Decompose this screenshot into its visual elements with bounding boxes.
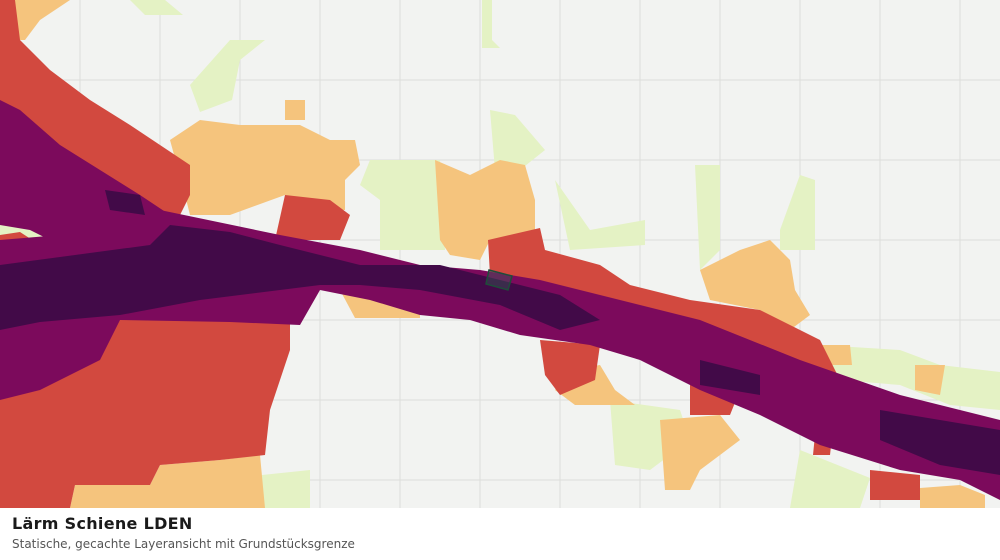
zone [70, 455, 265, 508]
map-title: Lärm Schiene LDEN [12, 514, 193, 533]
zone [870, 470, 920, 500]
zone-orange [15, 0, 985, 508]
zone [540, 340, 600, 395]
parcel-boundary [485, 269, 513, 291]
zone [360, 160, 445, 250]
zone [780, 175, 815, 250]
zone [920, 485, 985, 508]
zone [130, 0, 183, 15]
zone [482, 0, 500, 48]
zone [660, 415, 740, 490]
zone [170, 120, 360, 215]
zone [695, 165, 720, 270]
zone [105, 190, 145, 215]
zone [880, 410, 1000, 475]
zone [490, 110, 545, 170]
zone [275, 195, 350, 240]
zone [700, 360, 760, 395]
map-subtitle: Statische, gecachte Layeransicht mit Gru… [12, 537, 355, 551]
zone-dark-purple [0, 190, 1000, 475]
zone [190, 40, 265, 112]
caption: Lärm Schiene LDEN Statische, gecachte La… [0, 508, 1000, 560]
zone [262, 470, 310, 508]
zone [915, 365, 945, 395]
zone [0, 225, 600, 330]
zone [15, 0, 70, 40]
zone [700, 240, 810, 330]
zone [555, 180, 645, 250]
zone [820, 345, 1000, 410]
noise-map [0, 0, 1000, 508]
zone [285, 100, 305, 120]
zone [790, 450, 870, 508]
